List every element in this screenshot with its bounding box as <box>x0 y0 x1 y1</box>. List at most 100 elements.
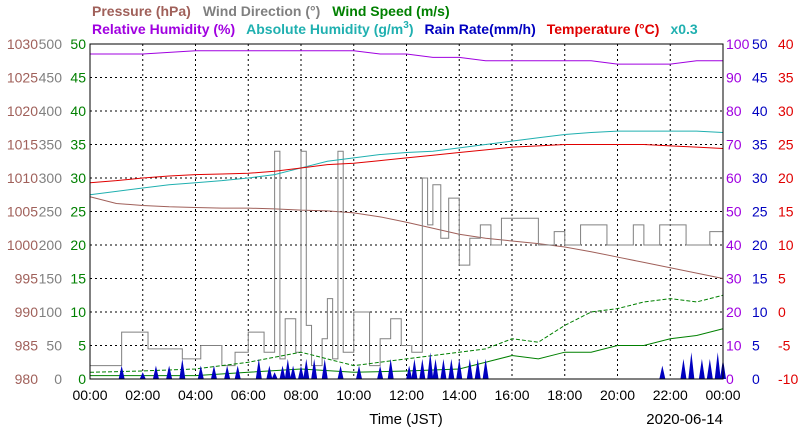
rain-spike <box>210 365 217 379</box>
series-layer <box>89 50 726 379</box>
axis-tick-label: 1015 <box>7 137 38 153</box>
x-tick-label: 08:00 <box>283 387 318 403</box>
axis-tick-label: 5 <box>78 338 86 354</box>
series-line <box>90 150 723 367</box>
rain-spike <box>482 358 489 379</box>
rain-spike <box>298 365 304 379</box>
legend-item: Wind Speed (m/s) <box>332 3 449 19</box>
axis-tick-label: 450 <box>39 70 63 86</box>
rain-spike <box>321 358 328 379</box>
series-line <box>90 328 724 377</box>
x-axis-label: Time (JST) <box>369 411 443 428</box>
axis-tick-label: 20 <box>778 170 794 186</box>
rain-spike <box>377 365 384 379</box>
axis-tick-label: 60 <box>726 170 742 186</box>
axis-tick-label: 30 <box>778 103 794 119</box>
x-tick-label: 04:00 <box>178 387 213 403</box>
rain-spike <box>266 365 273 379</box>
x-tick-label: 00:00 <box>705 387 740 403</box>
rain-spike <box>448 358 455 379</box>
x-tick-label: 16:00 <box>494 387 529 403</box>
rain-spike <box>456 358 463 379</box>
rain-spike <box>279 365 286 379</box>
axis-tick-label: 250 <box>39 204 63 220</box>
rain-spike <box>197 365 204 379</box>
axis-tick-label: 35 <box>778 70 794 86</box>
rain-spike <box>688 352 695 379</box>
rain-spike <box>255 358 262 379</box>
rain-spike <box>118 365 125 379</box>
rain-spike <box>234 365 241 379</box>
legend-item: Relative Humidity (%) <box>92 21 235 37</box>
rain-spike <box>474 358 481 379</box>
rain-spike <box>680 358 687 379</box>
x-tick-label: 18:00 <box>547 387 582 403</box>
axis-tick-label: 990 <box>15 304 39 320</box>
axis-tick-label: 40 <box>70 103 86 119</box>
axis-tick-label: 350 <box>39 137 63 153</box>
axis-tick-label: 10 <box>70 304 86 320</box>
axis-tick-label: 15 <box>70 271 86 287</box>
axis-tick-label: 50 <box>46 338 62 354</box>
x-tick-label: 10:00 <box>336 387 371 403</box>
axis-tick-label: 20 <box>70 237 86 253</box>
rain-spike <box>356 365 363 379</box>
axis-tick-label: 25 <box>778 137 794 153</box>
axis-tick-label: 45 <box>70 70 86 86</box>
axis-tick-label: 1000 <box>7 237 38 253</box>
rain-spike <box>271 372 278 379</box>
grid-lines <box>90 44 723 379</box>
axis-tick-label: 30 <box>726 271 742 287</box>
rain-spike <box>432 358 439 379</box>
axis-tick-label: 5 <box>752 338 760 354</box>
axis-tick-label: 15 <box>752 271 768 287</box>
axis-tick-label: 30 <box>752 170 768 186</box>
legend-item: Absolute Humidity (g/m3) <box>246 20 413 37</box>
axis-tick-label: 995 <box>15 271 39 287</box>
axis-tick-label: 40 <box>752 103 768 119</box>
axis-tick-label: 80 <box>726 103 742 119</box>
axis-tick-label: 15 <box>778 204 794 220</box>
rain-spike <box>166 365 173 379</box>
rain-spike <box>406 365 413 379</box>
axis-tick-label: 90 <box>726 70 742 86</box>
axis-tick-label: 150 <box>39 271 63 287</box>
axis-tick-label: 1005 <box>7 204 38 220</box>
axis-tick-label: 50 <box>752 36 768 52</box>
series-line <box>89 294 724 373</box>
series-line <box>89 196 724 279</box>
axis-tick-label: 35 <box>70 137 86 153</box>
rain-spike <box>139 372 146 379</box>
axis-tick-label: 0 <box>752 371 760 387</box>
legend-row-1: Pressure (hPa) Wind Direction (°) Wind Spe… <box>92 3 450 19</box>
axis-tick-label: 10 <box>726 338 742 354</box>
rain-spike <box>698 358 705 379</box>
axis-tick-label: 1030 <box>7 36 38 52</box>
axis-tick-label: 1010 <box>7 170 38 186</box>
rain-spike <box>714 352 721 379</box>
axis-tick-label: 45 <box>752 70 768 86</box>
legend-row-2: Relative Humidity (%) Absolute Humidity (… <box>92 20 698 37</box>
rain-spike <box>290 365 297 379</box>
series-line <box>89 130 724 196</box>
axis-tick-label: 980 <box>15 371 39 387</box>
axis-tick-label: 70 <box>726 137 742 153</box>
legend-item: Wind Direction (°) <box>203 3 320 19</box>
x-tick-label: 12:00 <box>389 387 424 403</box>
axis-tick-label: 300 <box>39 170 63 186</box>
x-tick-label: 06:00 <box>231 387 266 403</box>
axis-tick-label: 0 <box>778 304 786 320</box>
axis-tick-label: 400 <box>39 103 63 119</box>
rain-spike <box>387 358 394 379</box>
axis-tick-label: 30 <box>70 170 86 186</box>
right-axes: 1009080706050403020100504540353025201510… <box>726 36 798 387</box>
axis-tick-label: 50 <box>726 204 742 220</box>
rain-spike <box>440 358 447 379</box>
axis-tick-label: 0 <box>78 371 86 387</box>
axis-tick-label: 35 <box>752 137 768 153</box>
rain-spike <box>466 358 473 379</box>
plot-frame <box>89 43 724 380</box>
axis-tick-label: -10 <box>778 371 798 387</box>
rain-spike <box>284 358 291 379</box>
axis-tick-label: 50 <box>70 36 86 52</box>
